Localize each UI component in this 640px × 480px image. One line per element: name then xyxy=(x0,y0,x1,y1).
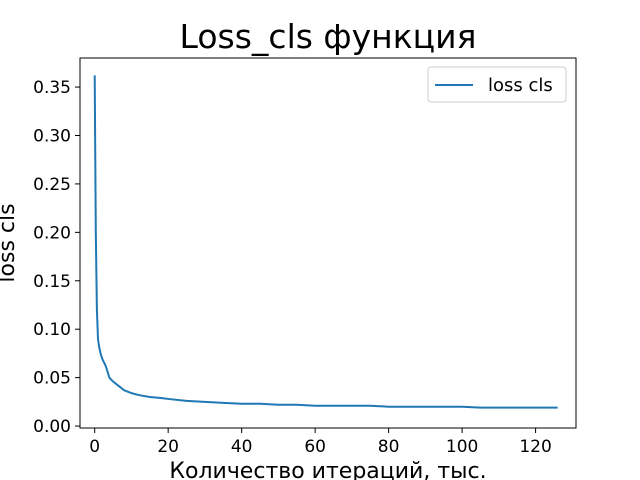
x-tick-label: 80 xyxy=(378,437,400,457)
y-tick-label: 0.10 xyxy=(33,320,71,340)
legend-label: loss cls xyxy=(488,75,553,96)
y-axis-ticks: 0.00 0.05 0.10 0.15 0.20 0.25 0.30 0.35 xyxy=(33,78,80,437)
x-tick-label: 0 xyxy=(89,437,100,457)
legend: loss cls xyxy=(427,66,567,103)
plot-area-frame xyxy=(79,57,577,429)
y-tick-label: 0.35 xyxy=(33,78,71,98)
x-tick-label: 20 xyxy=(157,437,179,457)
y-tick-label: 0.20 xyxy=(33,223,71,243)
y-tick-label: 0.25 xyxy=(33,175,71,195)
y-axis-label: loss cls xyxy=(0,203,20,282)
x-tick-label: 40 xyxy=(231,437,253,457)
y-tick-label: 0.15 xyxy=(33,272,71,292)
legend-box xyxy=(427,66,567,103)
series-layer xyxy=(93,75,558,409)
x-tick-label: 100 xyxy=(446,437,478,457)
series-line-loss-cls xyxy=(93,75,558,409)
x-axis-ticks: 0 20 40 60 80 100 120 xyxy=(89,428,552,457)
x-tick-label: 60 xyxy=(304,437,326,457)
x-axis-label: Количество итераций, тыс. xyxy=(169,459,486,480)
y-tick-label: 0.05 xyxy=(33,369,71,389)
y-tick-label: 0.00 xyxy=(33,417,71,437)
y-tick-label: 0.30 xyxy=(33,126,71,146)
chart-title: Loss_cls функция xyxy=(180,17,477,56)
x-tick-label: 120 xyxy=(519,437,551,457)
